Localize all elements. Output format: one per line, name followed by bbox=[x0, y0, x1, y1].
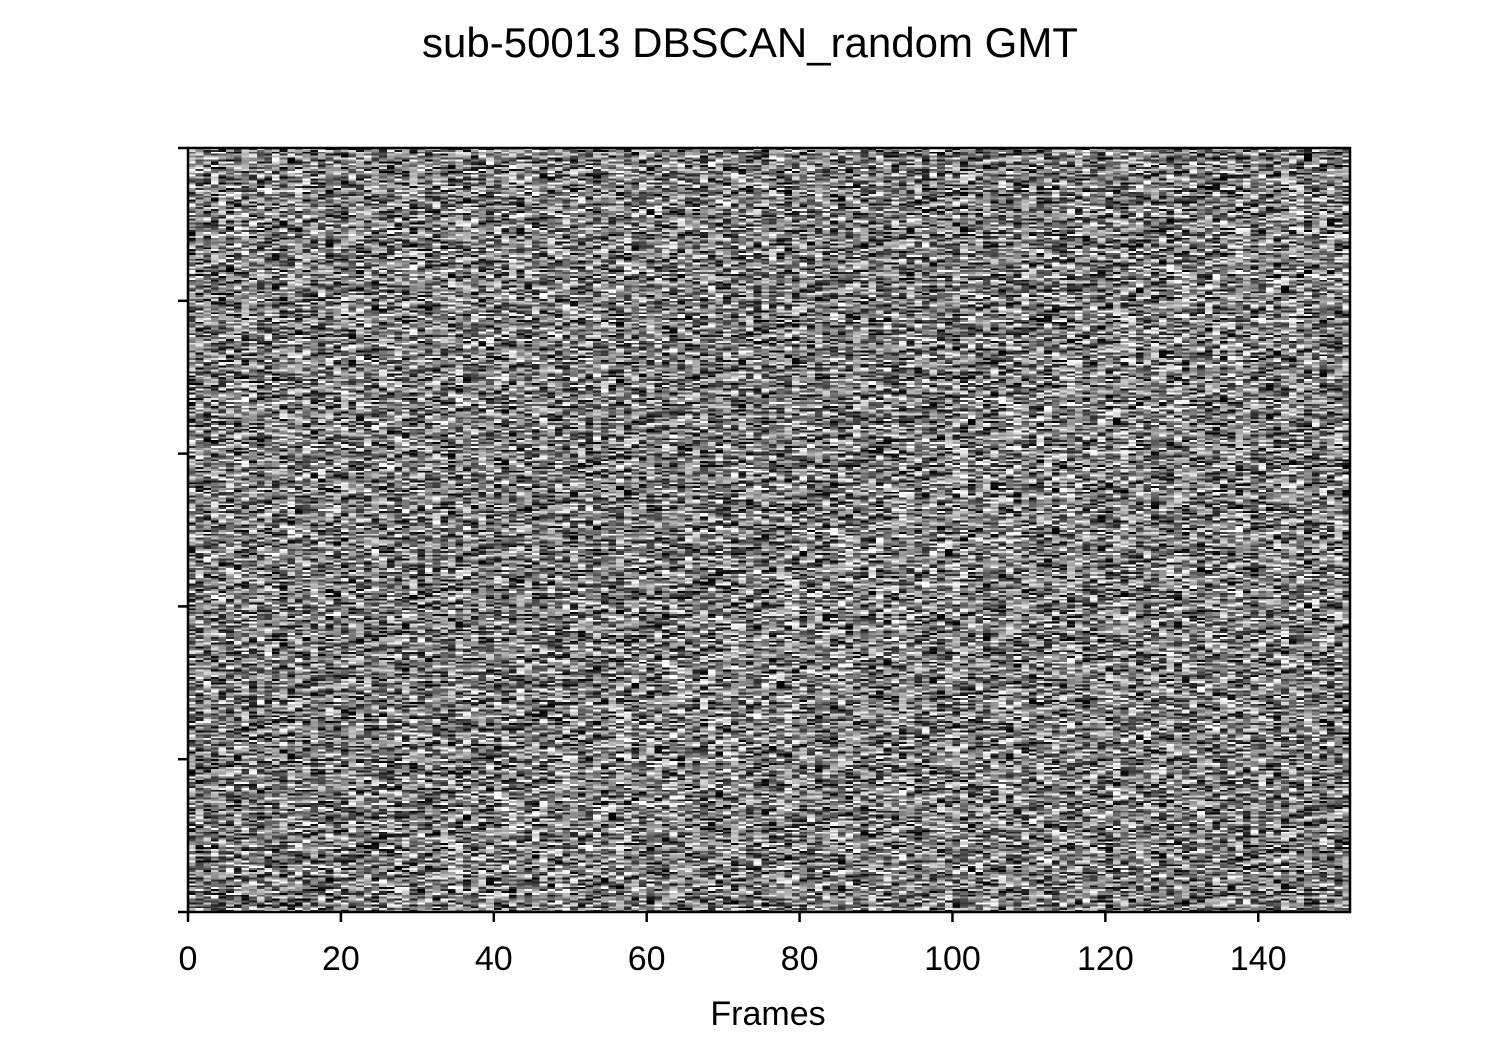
chart-title: sub-50013 DBSCAN_random GMT bbox=[422, 19, 1078, 66]
x-axis: 0 20 40 60 80 100 120 140 bbox=[179, 912, 1287, 978]
x-tick-label: 60 bbox=[628, 940, 666, 978]
y-axis bbox=[178, 146, 188, 914]
x-tick-label: 140 bbox=[1230, 940, 1287, 978]
plot-frame bbox=[186, 146, 1352, 914]
plot-area bbox=[186, 146, 1352, 914]
x-tick-label: 20 bbox=[322, 940, 360, 978]
x-tick-label: 120 bbox=[1077, 940, 1134, 978]
x-tick-label: 80 bbox=[781, 940, 819, 978]
x-tick-label: 100 bbox=[924, 940, 981, 978]
heatmap-image bbox=[188, 148, 1350, 912]
x-tick-label: 0 bbox=[179, 940, 198, 978]
x-axis-label: Frames bbox=[710, 995, 825, 1033]
x-tick-label: 40 bbox=[475, 940, 513, 978]
